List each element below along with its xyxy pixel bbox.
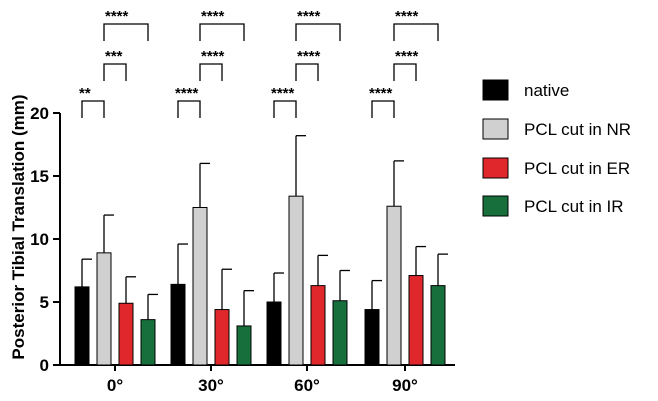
significance-bracket [177,100,201,118]
bar [140,319,156,366]
bar [214,309,230,366]
x-tick-label: 30° [198,376,224,395]
significance-bracket [371,100,395,118]
bar [310,285,326,366]
y-tick-label: 15 [30,167,49,186]
x-tick-label: 0° [107,376,123,395]
bar [332,300,348,366]
significance-bracket [295,23,341,41]
significance-label: **** [201,8,225,25]
legend: native PCL cut in NR PCL cut in ER PCL cut … [482,79,631,217]
significance-bracket [199,63,223,81]
bar [364,309,380,366]
bar [408,275,424,366]
significance-label: **** [395,48,419,65]
significance-bracket [295,63,319,81]
significance-label: **** [201,48,225,65]
significance-label: **** [297,48,321,65]
bar [236,325,252,366]
significance-label: **** [175,85,199,102]
y-axis-title: Posterior Tibial Translation (mm) [9,94,28,359]
y-tick-label: 5 [40,293,49,312]
bar [192,207,208,366]
significance-bracket [199,23,245,41]
significance-bracket [81,100,105,118]
bar [386,205,402,366]
legend-label: PCL cut in ER [524,159,630,178]
significance-label: ** [79,85,91,102]
bar [96,252,112,366]
significance-label: *** [105,48,123,65]
y-tick-label: 20 [30,104,49,123]
significance-label: **** [105,8,129,25]
x-tick-label: 60° [294,376,320,395]
bar [430,285,446,366]
legend-swatch [482,157,509,179]
significance-label: **** [271,85,295,102]
bar [288,195,304,366]
significance-label: **** [297,8,321,25]
legend-swatch [482,79,509,101]
y-tick-label: 0 [40,356,49,375]
legend-label: native [524,81,569,100]
bar [266,301,282,366]
bar [118,302,134,366]
significance-bracket [273,100,297,118]
significance-bracket [393,63,417,81]
legend-label: PCL cut in IR [524,197,624,216]
legend-label: PCL cut in NR [524,120,631,139]
bar [170,283,186,366]
significance-bracket [103,63,127,81]
y-tick-label: 10 [30,230,49,249]
legend-swatch [482,195,509,217]
significance-label: **** [395,8,419,25]
significance-bracket [103,23,149,41]
significance-label: **** [369,85,393,102]
significance-bracket [393,23,439,41]
x-tick-label: 90° [392,376,418,395]
bar [74,286,90,366]
legend-swatch [482,118,509,140]
